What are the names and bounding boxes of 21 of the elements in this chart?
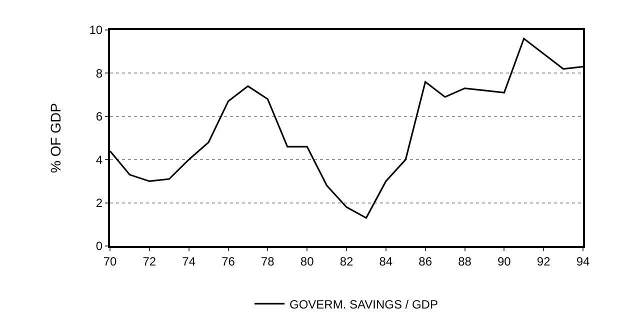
x-tick-label: 94 xyxy=(576,254,590,268)
x-tick-label: 82 xyxy=(340,254,354,268)
x-tick-label: 80 xyxy=(300,254,314,268)
x-tick-label: 90 xyxy=(497,254,512,268)
y-tick-label: 0 xyxy=(96,239,103,254)
x-tick-label: 76 xyxy=(222,254,236,268)
y-tick-label: 2 xyxy=(96,196,103,210)
x-tick-label: 88 xyxy=(458,254,472,268)
x-tick-label: 84 xyxy=(379,254,393,268)
y-tick-label: 4 xyxy=(96,152,103,167)
x-tick-label: 70 xyxy=(103,254,117,268)
x-tick-label: 86 xyxy=(418,254,432,268)
y-tick-label: 8 xyxy=(96,66,103,80)
x-tick-label: 74 xyxy=(182,254,196,268)
y-tick-label: 10 xyxy=(89,23,103,38)
x-tick-label: 72 xyxy=(142,254,156,268)
x-tick-label: 78 xyxy=(260,254,275,268)
legend-label: GOVERM. SAVINGS / GDP xyxy=(290,297,438,312)
y-axis-title: % OF GDP xyxy=(47,102,64,174)
y-tick-label: 6 xyxy=(96,110,103,124)
x-tick-label: 92 xyxy=(536,254,551,268)
